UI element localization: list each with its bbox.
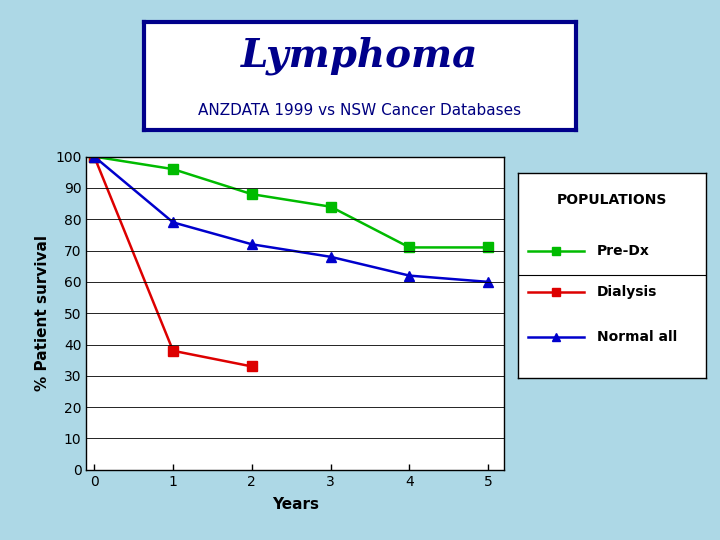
Pre-Dx [168,166,177,172]
Pre-Dx [326,204,335,210]
Dialysis [90,153,99,160]
Dialysis [248,363,256,370]
Normal all [326,254,335,260]
Text: POPULATIONS: POPULATIONS [557,193,667,207]
Normal all [168,219,177,226]
Line: Dialysis: Dialysis [89,152,257,372]
Line: Pre-Dx: Pre-Dx [89,152,493,252]
Text: Dialysis: Dialysis [597,285,657,299]
Normal all [90,153,99,160]
Dialysis [168,348,177,354]
Text: Pre-Dx: Pre-Dx [597,244,650,258]
Normal all [484,279,492,285]
Pre-Dx [90,153,99,160]
Text: Lymphoma: Lymphoma [241,37,479,76]
Pre-Dx [484,244,492,251]
Normal all [405,272,414,279]
Line: Normal all: Normal all [89,152,493,287]
Pre-Dx [405,244,414,251]
Y-axis label: % Patient survival: % Patient survival [35,235,50,391]
Pre-Dx [248,191,256,198]
Normal all [248,241,256,247]
Text: Normal all: Normal all [597,330,678,344]
X-axis label: Years: Years [271,497,319,512]
Text: ANZDATA 1999 vs NSW Cancer Databases: ANZDATA 1999 vs NSW Cancer Databases [199,103,521,118]
